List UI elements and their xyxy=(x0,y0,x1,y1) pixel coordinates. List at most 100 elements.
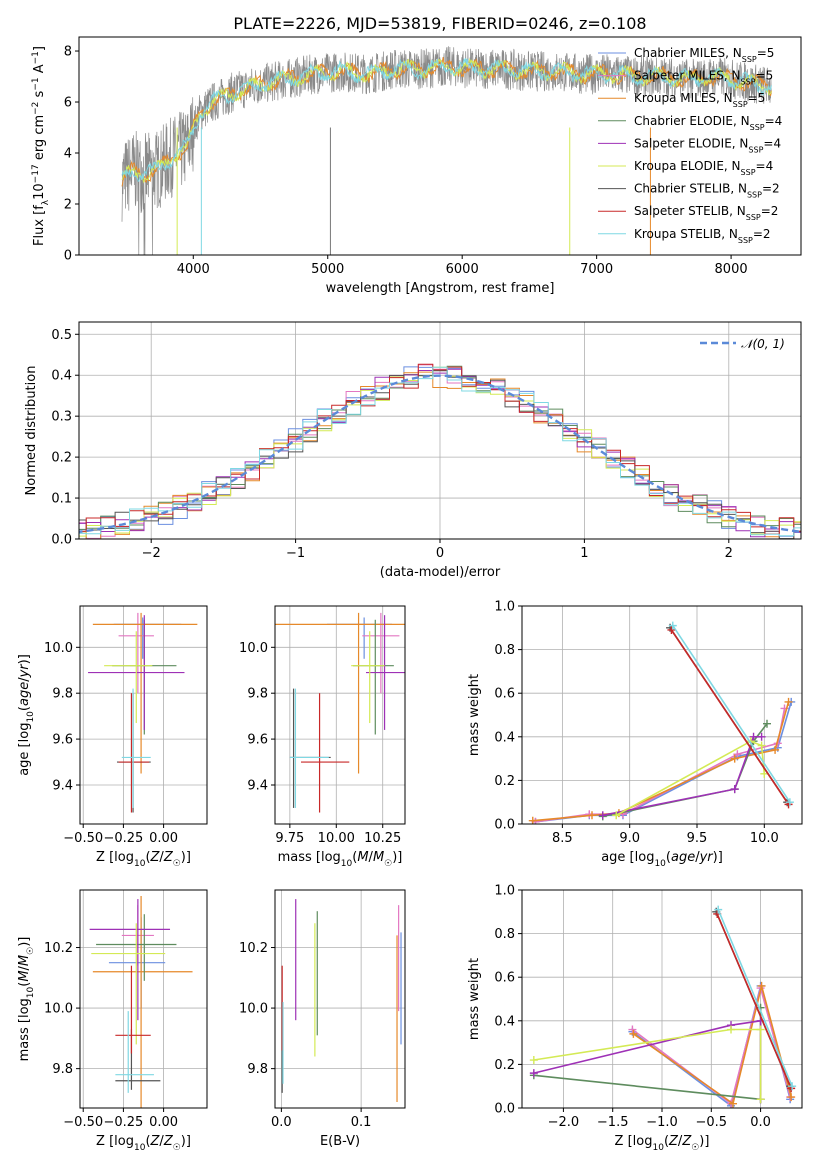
y-tick-label: 0 xyxy=(64,249,72,264)
panel-weight-vs-age: 8.5 9.0 9.5 10.0 0.0 0.2 0.4 0.6 0.8 1.0 age [log1… xyxy=(467,600,803,869)
legend-label: Chabrier ELODIE, NSSP=4 xyxy=(634,114,782,132)
weight-marker xyxy=(785,798,794,807)
histogram-9 xyxy=(79,366,801,537)
y-tick-label: 0.1 xyxy=(51,492,72,507)
weight-marker xyxy=(749,732,758,741)
x-axis-label: (data-model)/error xyxy=(380,565,501,580)
weight-marker xyxy=(588,811,596,820)
panel-weight-vs-Z: −2.0 −1.5 −1.0 −0.5 0.0 0.0 0.2 0.4 0.6 0.8 1.0 Z [… xyxy=(467,884,803,1153)
axes-frame xyxy=(79,889,208,1109)
y-tick-label: 10.2 xyxy=(44,941,73,956)
x-tick-label: 0.00 xyxy=(149,1115,178,1130)
weight-line xyxy=(716,913,792,1089)
weight-line xyxy=(631,984,791,1105)
y-tick-label: 0.0 xyxy=(51,533,72,548)
plot-area xyxy=(522,890,802,1108)
plot-area xyxy=(80,606,207,824)
x-tick-label: −2 xyxy=(142,546,161,561)
weight-marker xyxy=(728,1099,737,1108)
y-axis-label: age [log10(age/yr)] xyxy=(17,654,36,776)
x-tick-label: −0.50 xyxy=(63,1115,103,1130)
y-tick-label: 9.8 xyxy=(52,687,73,702)
y-tick-label: 9.8 xyxy=(247,687,268,702)
panel-spectrum: 4000 5000 6000 7000 8000 0 2 4 6 8 wavelength [Ang… xyxy=(31,36,802,296)
weight-marker xyxy=(771,745,780,754)
plot-area xyxy=(522,606,802,824)
x-tick-label: −0.25 xyxy=(103,831,143,846)
weight-marker xyxy=(756,1095,765,1104)
y-tick-label: 4 xyxy=(64,147,72,162)
x-tick-label: 9.75 xyxy=(275,831,304,846)
axes-frame xyxy=(78,321,802,540)
legend-label: Kroupa STELIB, NSSP=2 xyxy=(634,227,771,245)
y-tick-label: 10.0 xyxy=(239,641,268,656)
x-tick-label: 10.25 xyxy=(364,831,401,846)
y-tick-label: 9.6 xyxy=(52,733,73,748)
x-axis-label: mass [log10(M/M☉)] xyxy=(278,850,403,869)
model-kroupa-miles xyxy=(121,57,772,187)
weight-marker xyxy=(598,811,607,820)
axes-frame xyxy=(521,605,803,825)
y-tick-label: 0.6 xyxy=(494,971,515,986)
x-tick-label: 2 xyxy=(725,546,733,561)
weight-marker xyxy=(787,1093,796,1102)
weight-marker xyxy=(757,741,766,750)
y-axis-label: mass weight xyxy=(467,674,482,756)
axes-frame xyxy=(274,605,406,825)
x-tick-label: 8.5 xyxy=(552,831,573,846)
x-tick-label: −1.5 xyxy=(597,1115,629,1130)
x-tick-label: 0.00 xyxy=(149,831,178,846)
weight-marker xyxy=(629,1029,638,1038)
weight-marker xyxy=(756,1025,765,1034)
weight-line xyxy=(602,736,762,817)
y-tick-label: 9.4 xyxy=(247,778,268,793)
x-tick-label: −1.0 xyxy=(646,1115,678,1130)
weight-marker xyxy=(667,625,676,634)
weight-marker xyxy=(668,621,677,630)
y-tick-label: 2 xyxy=(64,198,72,213)
y-tick-label: 0.0 xyxy=(494,818,515,833)
x-tick-label: 5000 xyxy=(311,262,344,277)
weight-marker xyxy=(788,1082,797,1091)
x-tick-label: −1 xyxy=(286,546,305,561)
legend-label: 𝒩(0, 1) xyxy=(741,337,785,351)
plot-area xyxy=(80,890,207,1108)
histogram-5 xyxy=(79,368,801,538)
y-tick-label: 10.0 xyxy=(239,1002,268,1017)
panel-age-vs-mass: 9.75 10.00 10.25 9.4 9.6 9.8 10.0 mass [log10(M… xyxy=(239,605,406,869)
panel-age-vs-Z: −0.50 −0.25 0.00 9.4 9.6 9.8 10.0 Z [log10(Z/Z☉… xyxy=(17,605,208,869)
weight-line xyxy=(532,701,790,822)
panel-mass-vs-Z: −0.50 −0.25 0.00 9.8 10.0 10.2 Z [log10(Z/Z☉)]… xyxy=(17,889,208,1153)
x-tick-label: 7000 xyxy=(580,262,613,277)
weight-marker xyxy=(757,981,766,990)
legend-label: Salpeter ELODIE, NSSP=4 xyxy=(634,136,781,154)
x-tick-label: −0.5 xyxy=(696,1115,728,1130)
weight-marker xyxy=(714,905,723,914)
axes-frame xyxy=(79,605,208,825)
histogram-7 xyxy=(79,370,801,539)
x-tick-label: 6000 xyxy=(446,262,479,277)
weight-marker xyxy=(784,697,793,706)
histogram-8 xyxy=(79,363,801,535)
weight-marker xyxy=(727,1025,736,1034)
y-tick-label: 9.4 xyxy=(52,778,73,793)
legend-label: Chabrier STELIB, NSSP=2 xyxy=(634,182,780,200)
x-tick-label: −2.0 xyxy=(548,1115,580,1130)
y-tick-label: 0.6 xyxy=(494,687,515,702)
model-kroupa-elodie xyxy=(121,57,772,184)
plot-area xyxy=(121,46,772,255)
weight-marker xyxy=(730,754,739,763)
x-axis-label: Z [log10(Z/Z☉)] xyxy=(96,1134,191,1153)
y-axis-label: mass weight xyxy=(467,958,482,1040)
x-tick-label: 8000 xyxy=(715,262,748,277)
weight-marker xyxy=(529,1056,538,1065)
y-tick-label: 0.4 xyxy=(494,1014,515,1029)
weight-marker xyxy=(612,811,621,820)
y-tick-label: 0.2 xyxy=(494,774,515,789)
weight-line xyxy=(670,629,790,805)
y-tick-label: 0.4 xyxy=(494,730,515,745)
legend-label: Chabrier MILES, NSSP=5 xyxy=(634,46,774,64)
weight-line xyxy=(632,985,792,1105)
weight-line xyxy=(533,1028,762,1100)
